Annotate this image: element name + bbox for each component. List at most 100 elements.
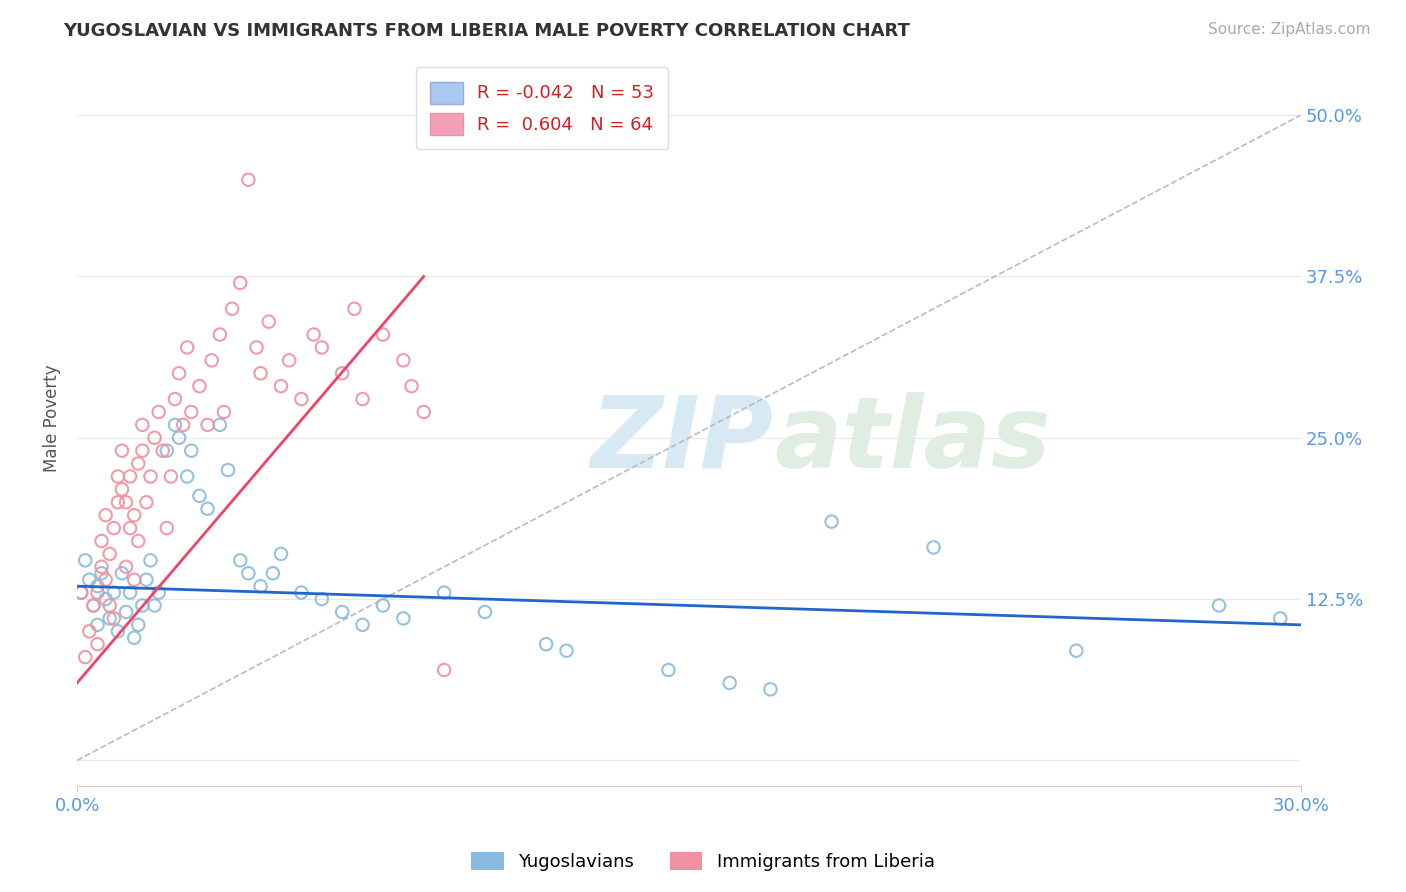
Point [90,566,112,581]
Point [135,495,157,509]
Point [122,508,145,523]
Point [270,547,292,561]
Point [1270,611,1292,625]
Point [143,599,166,613]
Point [270,379,292,393]
Point [103,585,125,599]
Point [156,521,179,535]
Point [75,650,97,665]
Legend: Yugoslavians, Immigrants from Liberia: Yugoslavians, Immigrants from Liberia [464,845,942,879]
Point [152,443,174,458]
Point [167,431,190,445]
Point [103,521,125,535]
Point [343,301,366,316]
Point [120,585,142,599]
Point [657,663,679,677]
Point [221,301,243,316]
Point [262,566,284,581]
Point [922,541,945,555]
Point [86,579,108,593]
Point [1208,599,1230,613]
Point [90,559,112,574]
Point [111,483,134,497]
Point [120,521,142,535]
Text: Source: ZipAtlas.com: Source: ZipAtlas.com [1208,22,1371,37]
Point [311,592,333,607]
Point [257,315,280,329]
Point [122,631,145,645]
Point [371,599,394,613]
Point [131,599,153,613]
Text: atlas: atlas [775,392,1052,489]
Point [131,417,153,432]
Point [555,643,578,657]
Point [70,585,93,599]
Point [249,579,271,593]
Point [290,585,312,599]
Point [103,611,125,625]
Point [86,637,108,651]
Point [127,457,149,471]
Point [115,495,138,509]
Point [176,341,198,355]
Point [371,327,394,342]
Point [160,469,183,483]
Point [163,417,186,432]
Text: ZIP: ZIP [591,392,773,489]
Point [139,469,162,483]
Point [86,618,108,632]
Point [188,489,211,503]
Point [82,599,104,613]
Point [139,553,162,567]
Point [176,469,198,483]
Point [79,624,101,639]
Point [98,599,121,613]
Point [474,605,496,619]
Point [98,611,121,625]
Point [79,573,101,587]
Point [127,533,149,548]
Point [290,392,312,406]
Point [311,341,333,355]
Point [148,585,170,599]
Point [208,327,231,342]
Point [352,392,374,406]
Point [718,676,741,690]
Point [401,379,423,393]
Point [352,618,374,632]
Point [107,469,129,483]
Point [122,573,145,587]
Point [201,353,224,368]
Point [208,417,231,432]
Point [197,501,219,516]
Point [229,276,252,290]
Point [412,405,434,419]
Point [148,405,170,419]
Point [94,573,117,587]
Point [330,605,353,619]
Point [433,663,456,677]
Point [90,533,112,548]
Point [94,508,117,523]
Text: YUGOSLAVIAN VS IMMIGRANTS FROM LIBERIA MALE POVERTY CORRELATION CHART: YUGOSLAVIAN VS IMMIGRANTS FROM LIBERIA M… [63,22,910,40]
Point [86,585,108,599]
Point [820,515,842,529]
Point [167,366,190,380]
Point [135,573,157,587]
Point [70,585,93,599]
Legend: R = -0.042   N = 53, R =  0.604   N = 64: R = -0.042 N = 53, R = 0.604 N = 64 [416,67,668,149]
Point [217,463,239,477]
Point [197,417,219,432]
Point [188,379,211,393]
Point [107,495,129,509]
Point [131,443,153,458]
Point [245,341,267,355]
Point [120,469,142,483]
Y-axis label: Male Poverty: Male Poverty [44,365,60,472]
Point [127,618,149,632]
Point [278,353,301,368]
Point [759,682,782,697]
Point [172,417,194,432]
Point [115,559,138,574]
Point [180,405,202,419]
